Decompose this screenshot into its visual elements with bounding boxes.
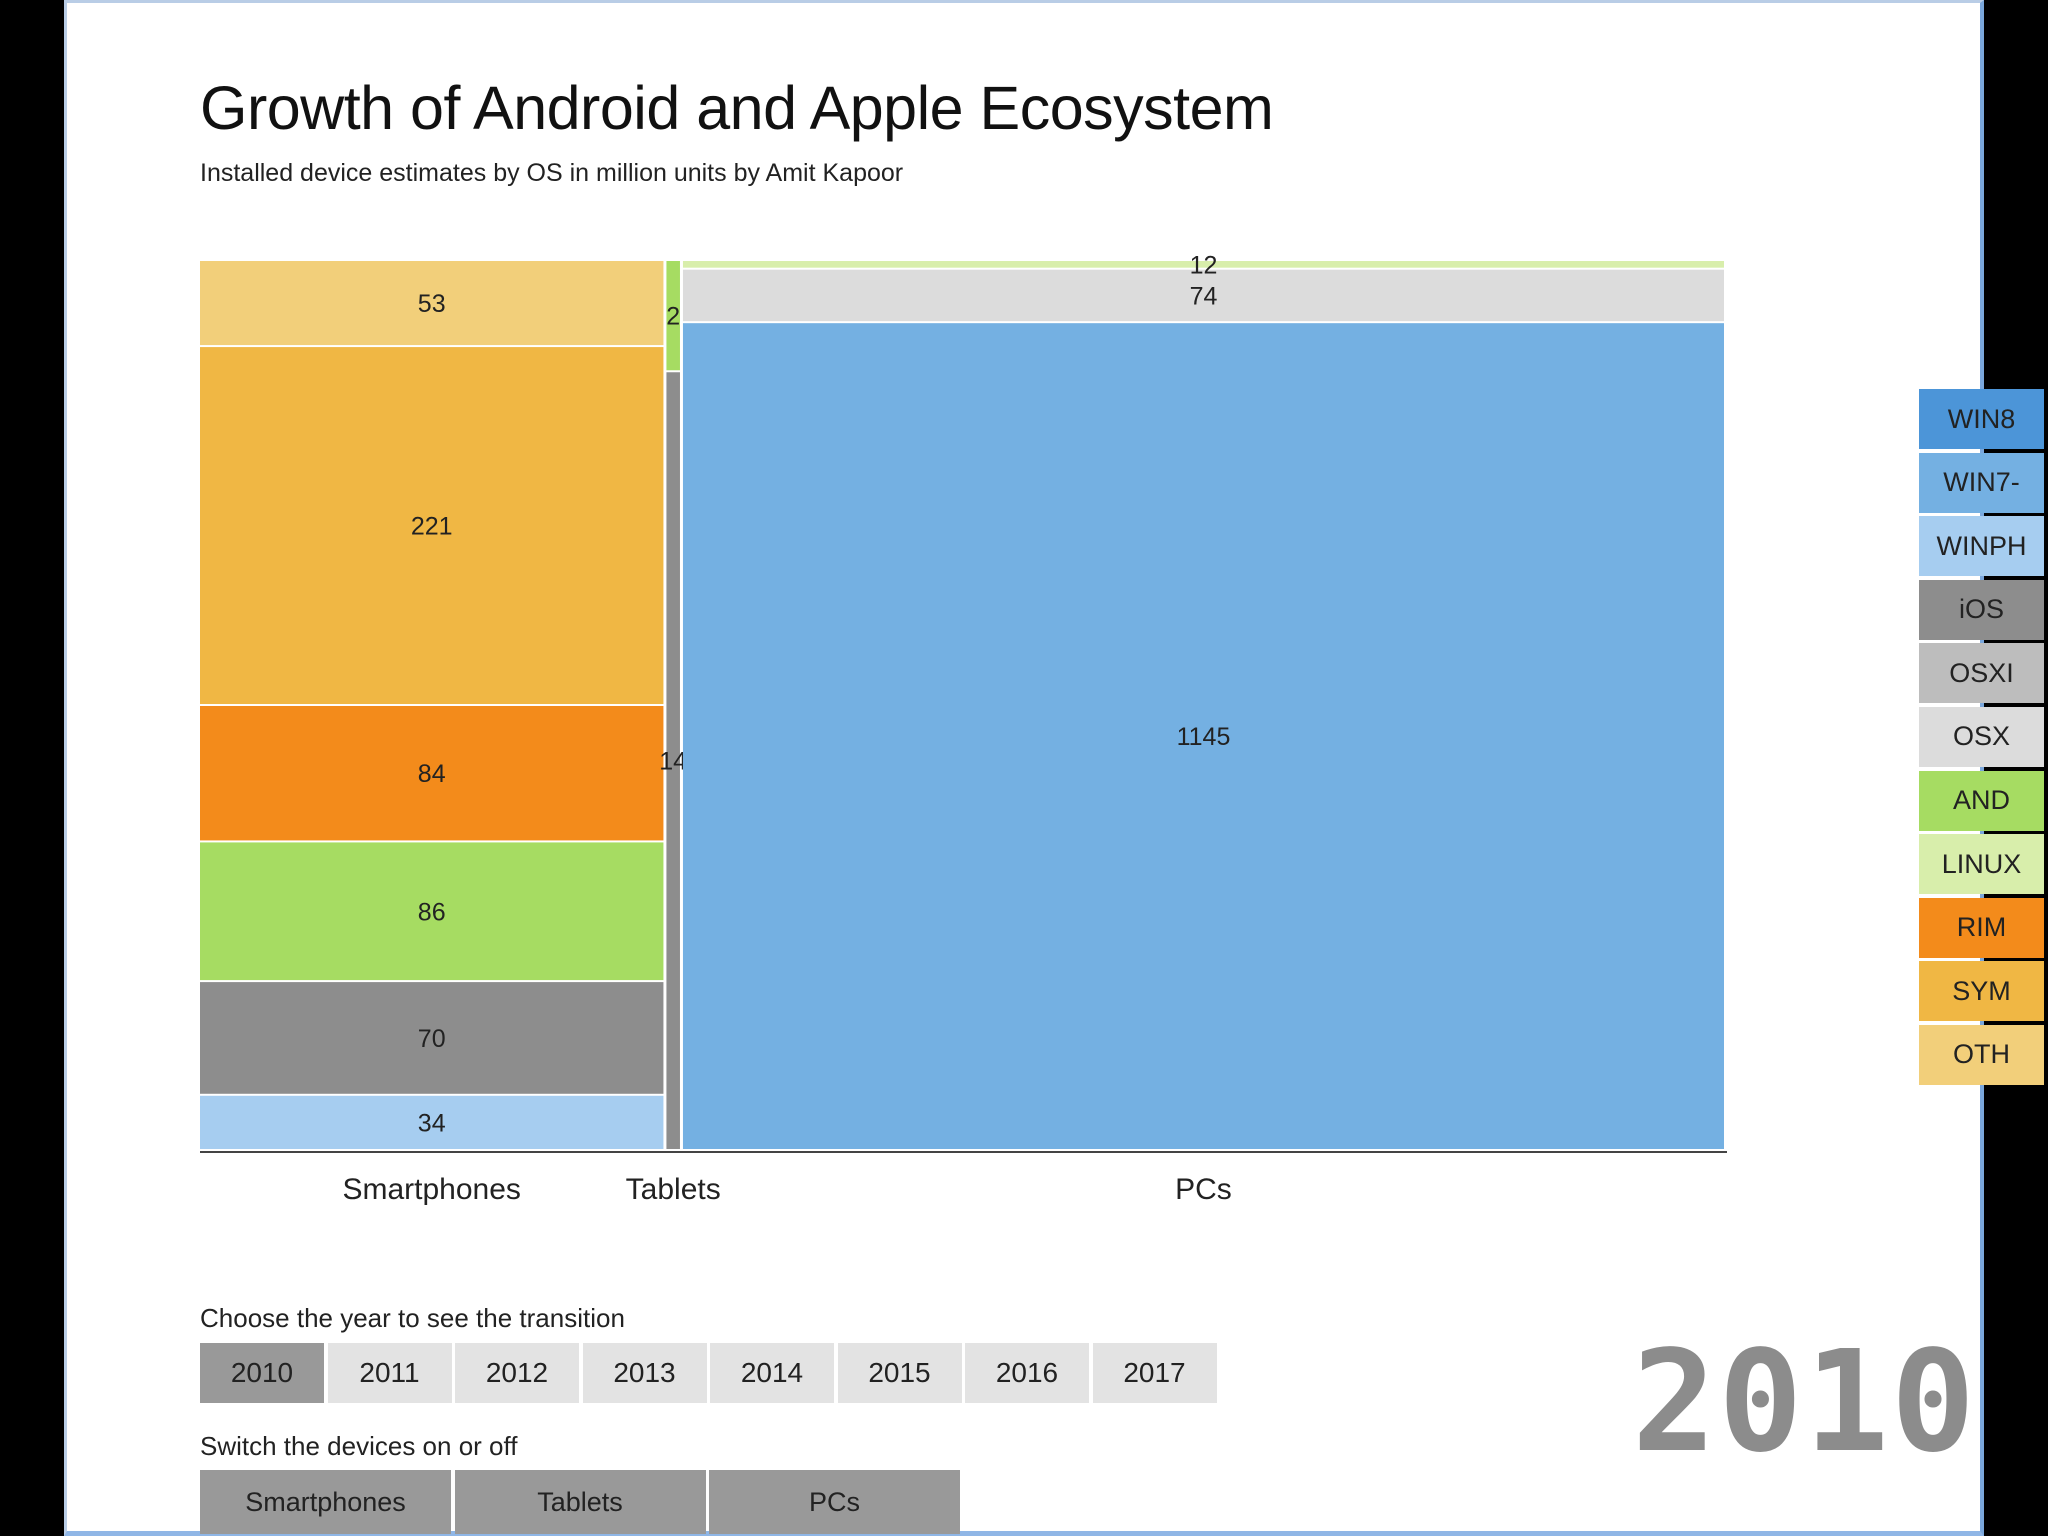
bar-segment-tablets-and[interactable] [666,261,680,371]
bar-segment-smartphones-oth[interactable] [200,261,664,346]
legend-item-oth[interactable]: OTH [1919,1024,2044,1085]
segment-value-label: 221 [411,513,453,541]
segment-value-label: 74 [1190,282,1218,310]
segment-value-label: 70 [418,1025,446,1053]
year-button-2014[interactable]: 2014 [710,1343,834,1403]
legend-item-linux[interactable]: LINUX [1919,834,2044,895]
year-button-2016[interactable]: 2016 [965,1343,1089,1403]
device-toggle-tablets[interactable]: Tablets [454,1470,706,1534]
device-toggle-pcs[interactable]: PCs [709,1470,960,1534]
legend-item-winph[interactable]: WINPH [1919,516,2044,577]
device-toggles: Smartphones Tablets PCs [200,1470,964,1534]
page-title: Growth of Android and Apple Ecosystem [200,74,1274,142]
legend-item-and[interactable]: AND [1919,770,2044,831]
category-label-tablets: Tablets [626,1173,721,1206]
segment-value-label: 2 [666,303,680,331]
bar-segment-pcs-win7-[interactable] [682,323,1725,1149]
segment-value-label: 84 [418,760,446,788]
legend-item-sym[interactable]: SYM [1919,961,2044,1022]
category-label-pcs: PCs [1175,1173,1232,1206]
current-year-display: 2010 [1632,1321,1978,1484]
device-toggle-smartphones[interactable]: Smartphones [200,1470,451,1534]
segment-value-label: 12 [1190,251,1218,279]
bar-segment-smartphones-sym[interactable] [200,347,664,704]
bar-segment-smartphones-winph[interactable] [200,1095,664,1149]
year-button-2010[interactable]: 2010 [200,1343,324,1403]
bar-segment-smartphones-rim[interactable] [200,706,664,841]
legend-item-osx[interactable]: OSX [1919,706,2044,767]
year-button-2012[interactable]: 2012 [455,1343,579,1403]
segment-value-label: 1145 [1177,723,1231,751]
year-selector: 2010 2011 2012 2013 2014 2015 2016 2017 [200,1343,1220,1403]
category-label-smartphones: Smartphones [342,1173,520,1206]
legend-item-ios[interactable]: iOS [1919,579,2044,640]
legend-item-win7-[interactable]: WIN7- [1919,452,2044,513]
legend-item-osxi[interactable]: OSXI [1919,643,2044,704]
segment-value-label: 86 [418,898,446,926]
year-button-2015[interactable]: 2015 [837,1343,962,1403]
legend: WIN8 WIN7- WINPH iOS OSXI OSX AND LINUX RIM SYM OT… [1919,389,2044,1089]
bar-segment-smartphones-and[interactable] [200,842,664,981]
app-frame: Growth of Android and Apple Ecosystem In… [64,0,2044,1536]
legend-item-win8[interactable]: WIN8 [1919,389,2044,449]
year-button-2017[interactable]: 2017 [1092,1343,1217,1403]
marimekko-chart: 34 70 86 84 221 53 Smartphones 14 2 Tablets 1145 74… [200,251,1727,1206]
year-button-2013[interactable]: 2013 [582,1343,707,1403]
bar-segment-tablets-ios[interactable] [666,372,680,1149]
segment-value-label: 53 [418,290,446,318]
bar-segment-smartphones-ios[interactable] [200,982,664,1094]
page-subtitle: Installed device estimates by OS in mill… [200,159,904,187]
year-button-2011[interactable]: 2011 [327,1343,452,1403]
bar-segment-pcs-osx[interactable] [682,269,1725,322]
bar-segment-pcs-linux[interactable] [682,261,1725,268]
year-prompt: Choose the year to see the transition [200,1303,625,1333]
legend-item-rim[interactable]: RIM [1919,897,2044,958]
segment-value-label: 14 [659,748,687,776]
device-prompt: Switch the devices on or off [200,1431,518,1461]
segment-value-label: 34 [418,1109,446,1137]
